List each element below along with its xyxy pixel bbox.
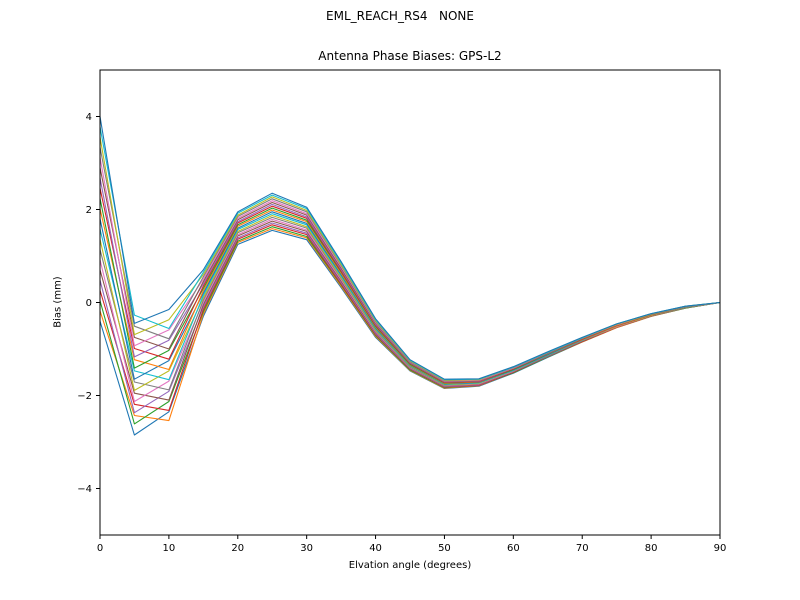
- y-tick-label: −4: [77, 484, 92, 495]
- x-tick-label: 0: [97, 543, 103, 554]
- series-line: [99, 116, 721, 380]
- series-line: [99, 213, 721, 385]
- x-tick-label: 60: [507, 543, 520, 554]
- y-tick-label: 4: [86, 112, 92, 123]
- figure-suptitle: EML_REACH_RS4 NONE: [326, 9, 474, 23]
- chart-title: Antenna Phase Biases: GPS-L2: [318, 49, 502, 63]
- x-axis-label: Elvation angle (degrees): [348, 560, 472, 571]
- y-tick-label: −2: [77, 391, 92, 402]
- x-tick-label: 40: [369, 543, 382, 554]
- y-tick-label: 0: [86, 298, 92, 309]
- series-line: [99, 167, 721, 383]
- x-tick-label: 30: [300, 543, 313, 554]
- y-tick-label: 2: [86, 205, 92, 216]
- series-line: [99, 211, 721, 385]
- series-line: [99, 218, 721, 403]
- series-line: [99, 224, 721, 411]
- x-tick-label: 50: [438, 543, 451, 554]
- series-line: [99, 198, 721, 384]
- series-line: [99, 177, 721, 383]
- x-tick-label: 80: [645, 543, 658, 554]
- series-line: [99, 220, 721, 401]
- x-tick-label: 90: [714, 543, 727, 554]
- series-line: [99, 228, 721, 422]
- x-tick-label: 20: [231, 543, 244, 554]
- x-tick-label: 70: [576, 543, 589, 554]
- series-line: [99, 126, 721, 381]
- series-line: [99, 222, 721, 414]
- x-tick-label: 10: [163, 543, 176, 554]
- series-line: [99, 187, 721, 384]
